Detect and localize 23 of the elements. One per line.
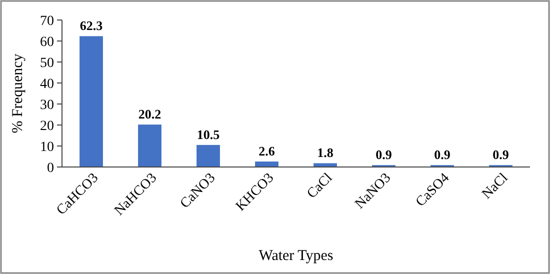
data-label: 62.3 <box>80 18 104 34</box>
data-label: 0.9 <box>376 147 392 162</box>
data-label: 2.6 <box>258 144 276 159</box>
y-tick-label: 30 <box>40 98 54 113</box>
y-axis-title: % Frequency <box>10 53 26 134</box>
data-label: 20.2 <box>138 106 162 122</box>
y-tick-label: 70 <box>40 14 54 29</box>
data-label: 1.8 <box>317 145 334 160</box>
y-tick-label: 50 <box>40 56 54 71</box>
y-tick-label: 40 <box>40 76 54 92</box>
y-tick-label: 60 <box>40 34 54 50</box>
bar <box>196 144 220 167</box>
y-tick-label: 0 <box>47 160 54 176</box>
y-tick-label: 20 <box>40 118 54 134</box>
x-axis-title: Water Types <box>258 248 334 264</box>
data-label: 0.9 <box>492 147 510 162</box>
bar <box>80 36 103 167</box>
bar <box>255 162 278 167</box>
y-tick-label: 10 <box>40 140 54 155</box>
data-label: 0.9 <box>434 147 451 162</box>
bar <box>314 163 337 167</box>
bar <box>138 124 162 167</box>
data-label: 10.5 <box>196 126 220 142</box>
